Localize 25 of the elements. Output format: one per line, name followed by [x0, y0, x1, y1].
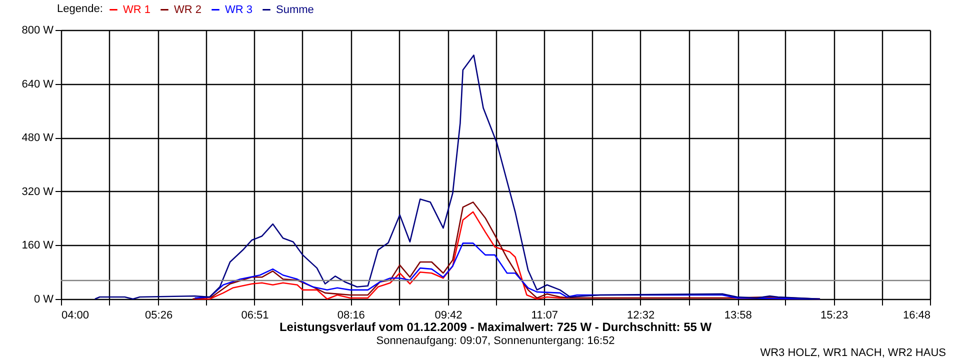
y-tick-label: 640 W: [22, 78, 54, 90]
x-tick-label: 06:51: [241, 310, 269, 322]
x-tick-label: 13:58: [724, 310, 752, 322]
y-tick-label: 800 W: [22, 24, 54, 36]
legend-label: WR 3: [225, 4, 252, 16]
legend-label: WR 1: [123, 4, 150, 16]
x-tick-label: 16:48: [902, 310, 930, 322]
x-tick-label: 15:23: [820, 310, 848, 322]
x-tick-label: 05:26: [145, 310, 173, 322]
text: WR3 HOLZ, WR1 NACH, WR2 HAUS: [760, 347, 946, 359]
text: Leistungsverlauf vom 01.12.2009 - Maximalwert: 725 W - Durchschnitt: 55 W: [279, 320, 712, 334]
x-tick-label: 11:07: [531, 310, 558, 322]
y-tick-label: 320 W: [22, 186, 54, 198]
line-series: [94, 54, 821, 300]
legend-title: Legende:: [57, 3, 103, 15]
x-tick-label: 04:00: [62, 310, 90, 322]
x-tick-label: 12:32: [627, 310, 655, 322]
x-tick-label: 08:16: [337, 310, 365, 322]
legend-label: Summe: [276, 4, 314, 16]
y-tick-label: 480 W: [22, 132, 54, 144]
x-tick-label: 09:42: [434, 310, 462, 322]
y-tick-label: 160 W: [22, 240, 54, 252]
text: Sonnenaufgang: 09:07, Sonnenuntergang: 16:52: [376, 335, 615, 347]
legend-label: WR 2: [174, 4, 202, 16]
y-tick-label: 0 W: [34, 294, 54, 306]
